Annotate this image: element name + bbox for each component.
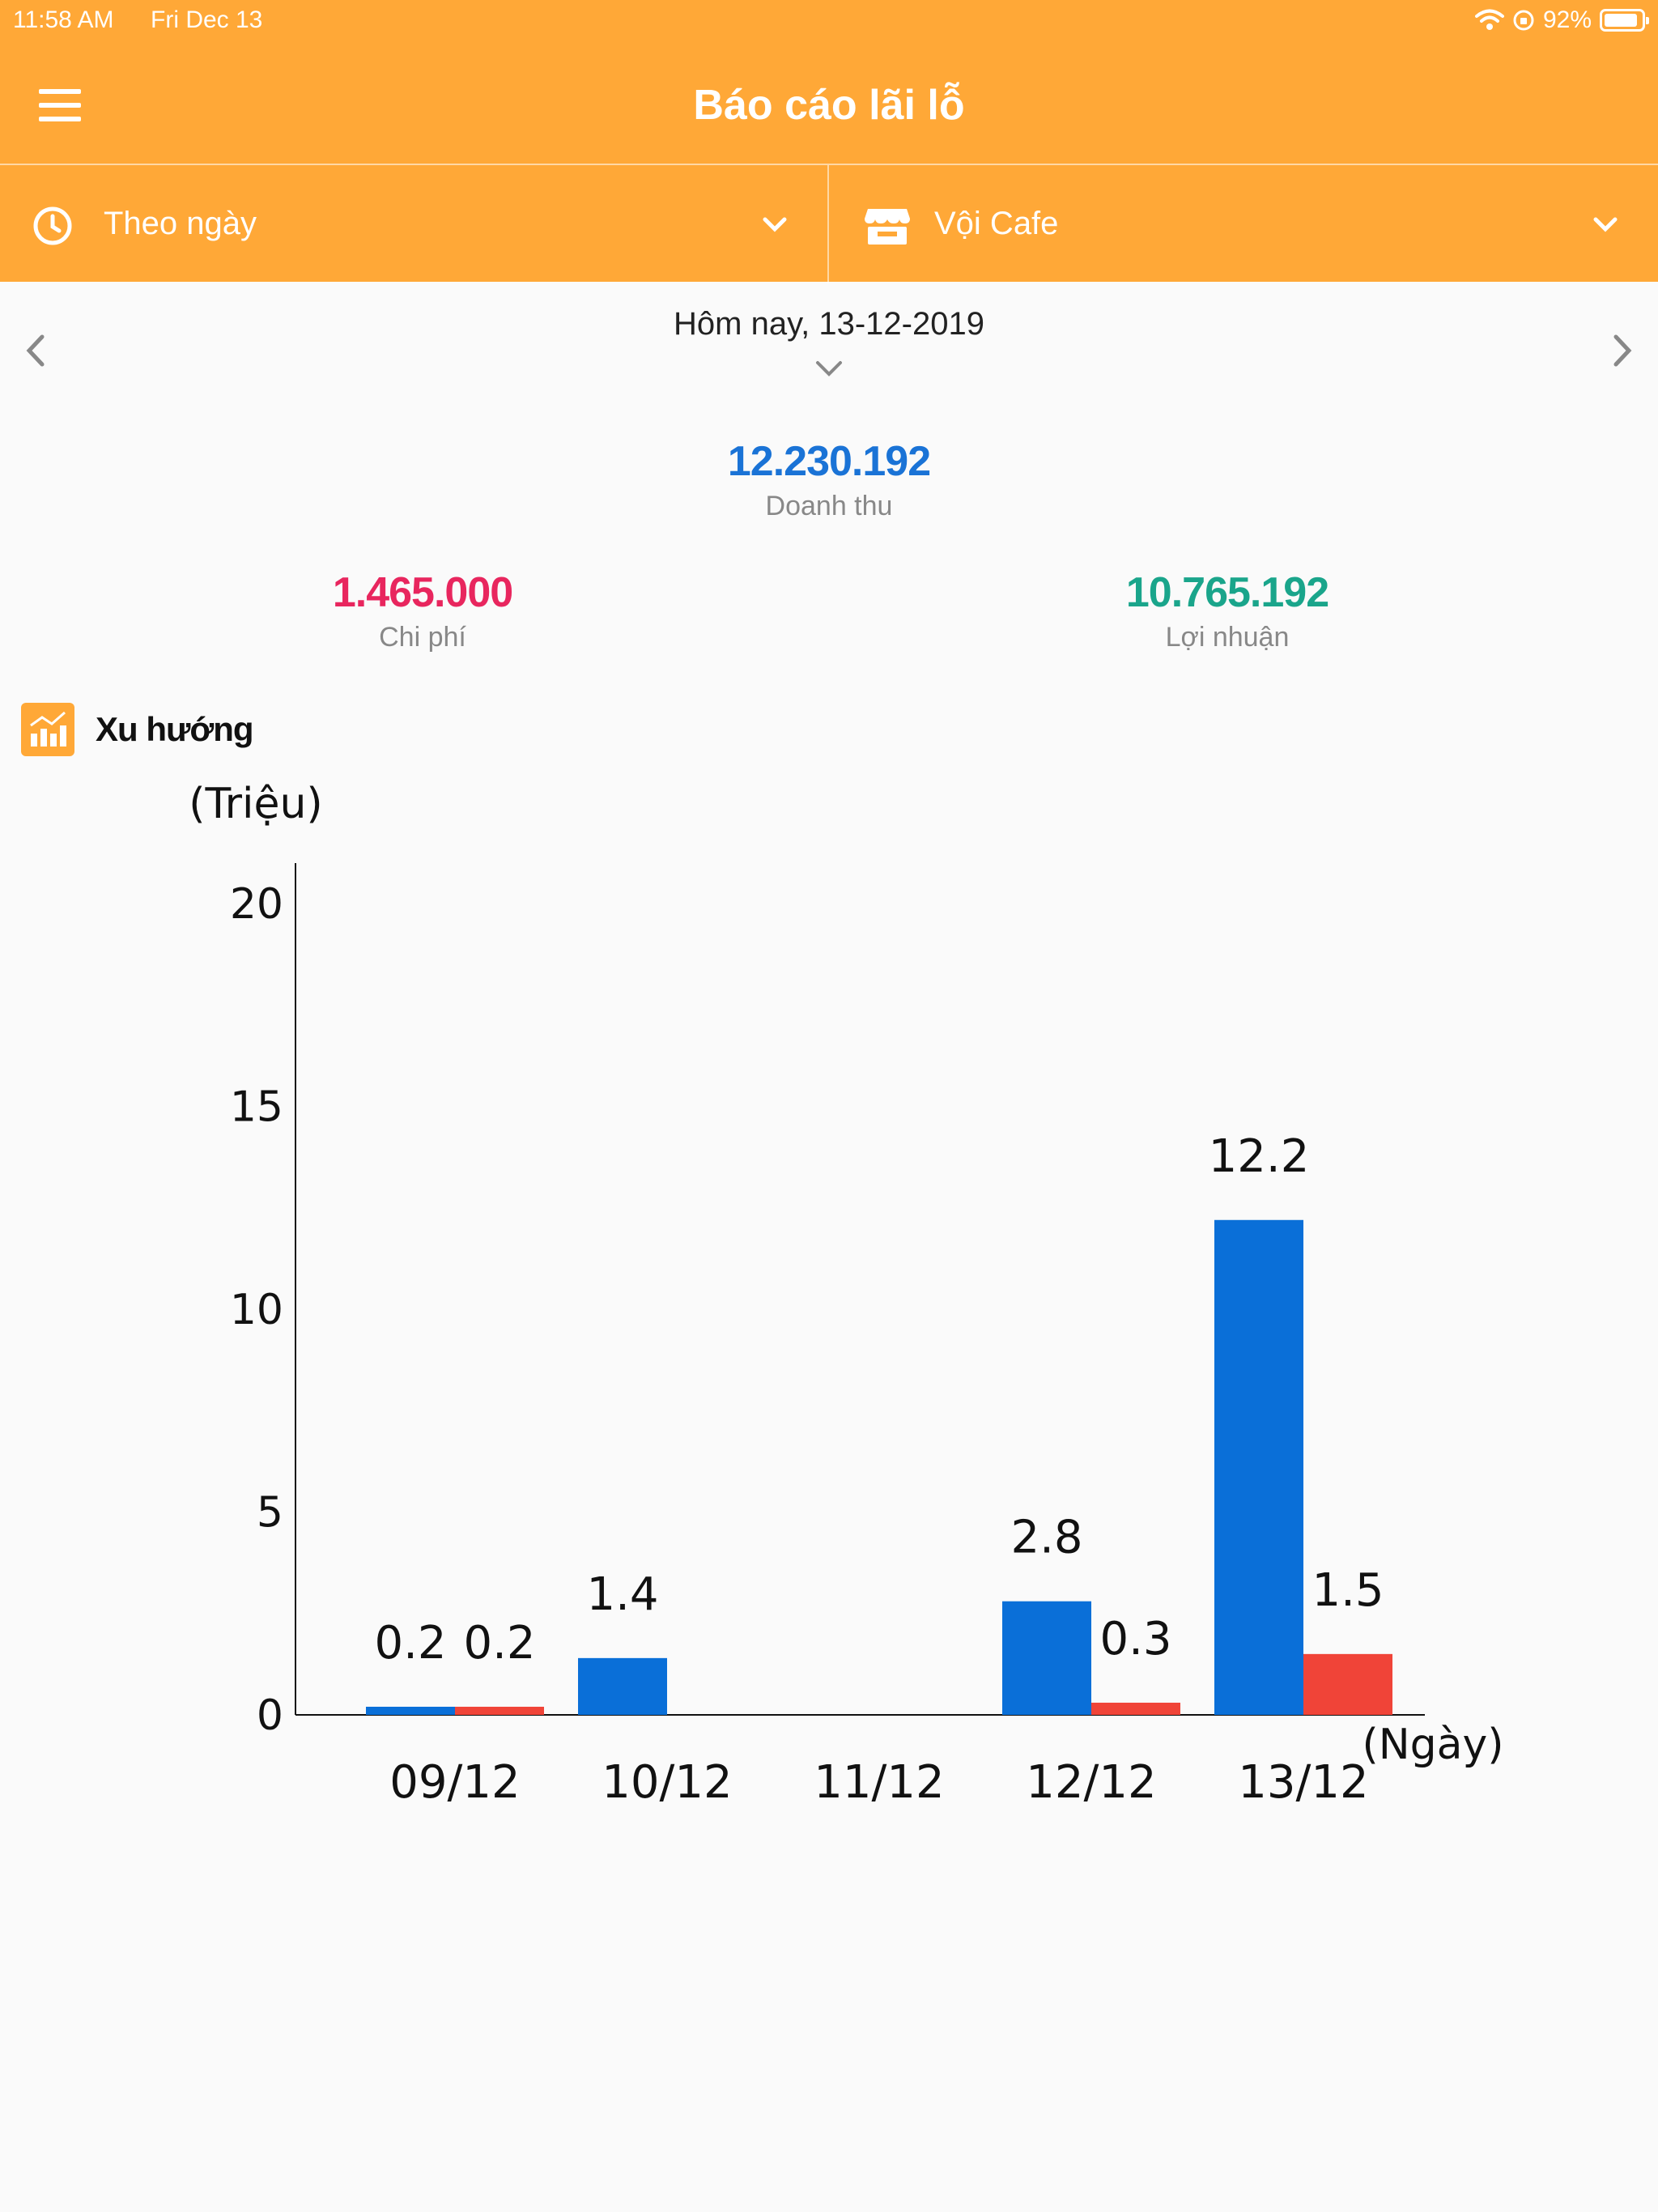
expense-label: Chi phí [379, 622, 466, 653]
expense-metric: 1.465.000 Chi phí [180, 568, 665, 653]
status-indicators: 92% [1474, 6, 1649, 34]
revenue-metric: 12.230.192 Doanh thu [586, 437, 1072, 522]
trend-bar-chart: (Triệu) (Ngày) 0 5 10 15 20 09/12 0.2 0.2 10/12 1.4… [189, 780, 1503, 1809]
chart-bar [366, 1706, 455, 1715]
x-tick-label: 13/12 [1238, 1756, 1368, 1809]
data-label: 1.4 [586, 1568, 658, 1621]
period-filter-dropdown[interactable]: Theo ngày [0, 165, 829, 283]
chart-bar [1303, 1653, 1392, 1715]
wifi-icon [1474, 9, 1504, 30]
y-tick-label: 10 [230, 1286, 283, 1334]
profit-value: 10.765.192 [1125, 569, 1329, 616]
orientation-lock-icon [1513, 10, 1534, 31]
x-tick-label: 10/12 [602, 1756, 732, 1809]
chart-bar [1002, 1601, 1091, 1715]
data-label: 0.2 [374, 1617, 446, 1670]
y-tick-label: 0 [257, 1691, 283, 1740]
next-date-button[interactable] [1601, 330, 1642, 371]
chevron-down-icon [763, 217, 787, 232]
chart-bar [1091, 1702, 1180, 1715]
chevron-down-icon [1593, 217, 1618, 232]
x-tick-label: 12/12 [1026, 1756, 1156, 1809]
data-label: 0.2 [463, 1617, 535, 1670]
header-background [0, 0, 1658, 282]
y-tick-label: 15 [230, 1083, 283, 1132]
period-filter-label: Theo ngày [104, 206, 257, 241]
revenue-label: Doanh thu [765, 491, 893, 521]
selected-date[interactable]: Hôm nay, 13-12-2019 [674, 306, 984, 342]
date-navigator: Hôm nay, 13-12-2019 [0, 282, 1658, 395]
trend-section-title: Xu hướng [96, 710, 254, 748]
store-filter-dropdown[interactable]: Vội Cafe [829, 165, 1658, 283]
filter-bar: Theo ngày Vội Cafe [0, 164, 1658, 283]
chart-bar [455, 1706, 544, 1715]
status-date: Fri Dec 13 [151, 6, 263, 33]
store-filter-label: Vội Cafe [934, 206, 1059, 241]
expense-value: 1.465.000 [332, 569, 513, 616]
profit-label: Lợi nhuận [1165, 622, 1290, 653]
battery-level [1605, 14, 1638, 27]
chevron-down-icon[interactable] [813, 356, 845, 381]
chart-bar [1214, 1219, 1303, 1715]
y-axis-label: (Triệu) [189, 780, 322, 828]
x-axis-label: (Ngày) [1362, 1721, 1503, 1769]
y-tick-label: 5 [257, 1489, 283, 1538]
previous-date-button[interactable] [16, 330, 57, 371]
x-tick-label: 09/12 [389, 1756, 520, 1809]
data-label: 1.5 [1312, 1564, 1384, 1617]
x-tick-label: 11/12 [814, 1756, 944, 1809]
nav-bar: Báo cáo lãi lỗ [0, 42, 1658, 164]
hamburger-menu-icon[interactable] [39, 89, 81, 121]
profit-metric: 10.765.192 Lợi nhuận [984, 568, 1470, 653]
clock-icon [33, 206, 72, 245]
bar-chart-icon [21, 703, 74, 756]
revenue-value: 12.230.192 [727, 438, 931, 485]
trend-section-header: Xu hướng [21, 703, 254, 756]
chart-bar [578, 1657, 667, 1715]
data-label: 0.3 [1099, 1613, 1171, 1665]
y-tick-label: 20 [230, 880, 283, 929]
status-bar: 11:58 AM Fri Dec 13 92% [0, 0, 1658, 42]
data-label: 2.8 [1010, 1512, 1082, 1564]
store-icon [865, 209, 910, 245]
data-label: 12.2 [1209, 1130, 1310, 1183]
page-title: Báo cáo lãi lỗ [693, 82, 965, 129]
battery-percentage: 92% [1542, 6, 1592, 33]
battery-icon [1600, 9, 1649, 32]
status-time: 11:58 AM [13, 6, 114, 33]
